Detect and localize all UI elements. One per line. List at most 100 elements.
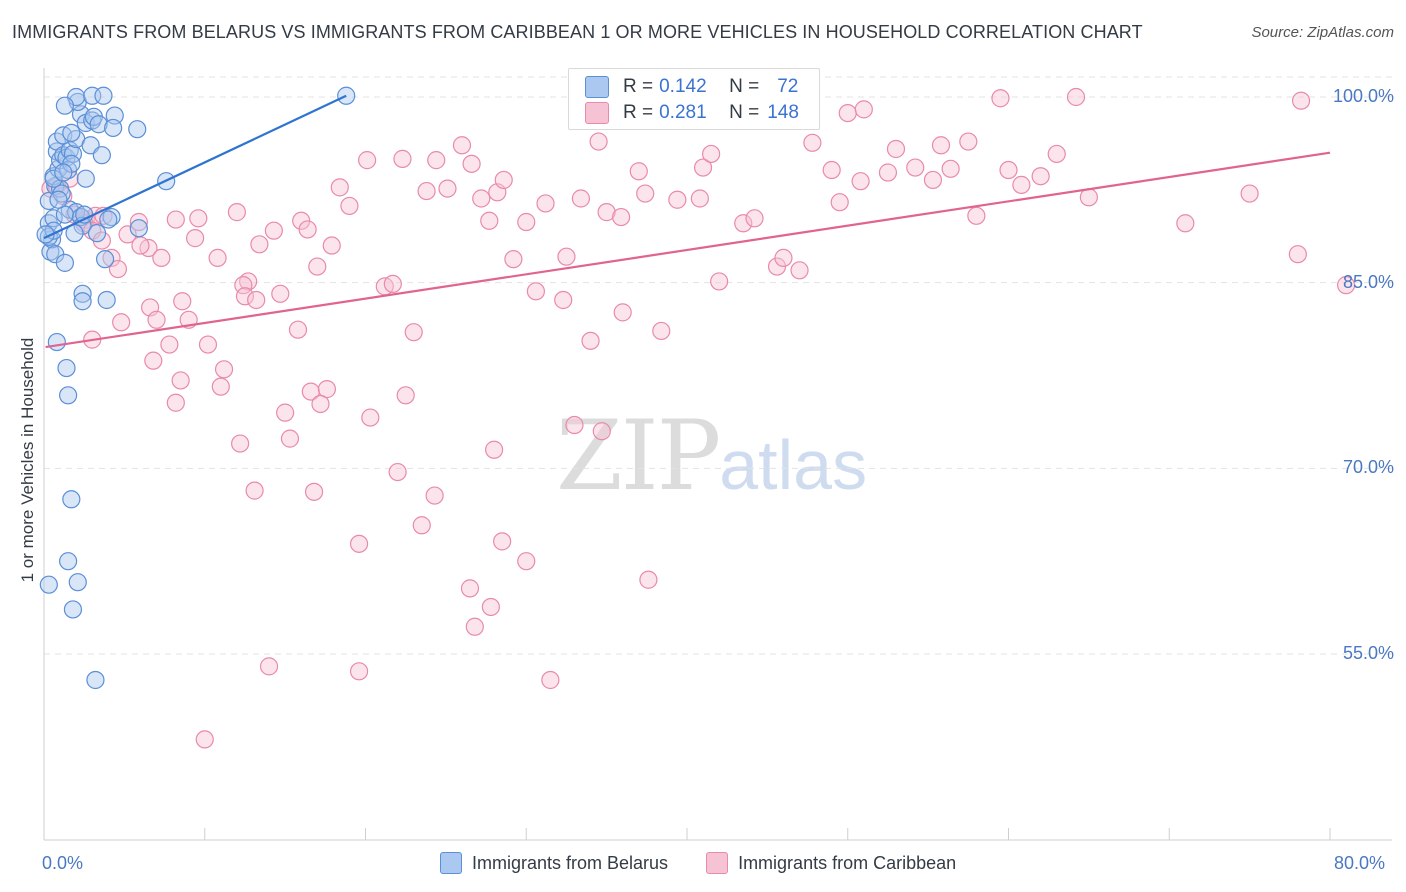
belarus-point — [92, 146, 111, 165]
caribbean-point — [629, 162, 648, 181]
legend-item-caribbean[interactable]: Immigrants from Caribbean — [706, 852, 956, 874]
legend-item-belarus[interactable]: Immigrants from Belarus — [440, 852, 668, 874]
y-tick-label: 70.0% — [1342, 457, 1394, 478]
belarus-point — [39, 575, 58, 594]
caribbean-point — [536, 194, 555, 213]
caribbean-point — [690, 189, 709, 208]
caribbean-point — [427, 151, 446, 170]
caribbean-point — [349, 662, 369, 681]
belarus-points — [36, 86, 356, 690]
belarus-point — [73, 284, 92, 303]
caribbean-point — [231, 434, 250, 453]
caribbean-point — [322, 236, 341, 255]
y-tick-label: 100.0% — [1332, 86, 1394, 106]
r-label: R = — [623, 102, 654, 123]
caribbean-point — [967, 206, 986, 225]
caribbean-point — [108, 259, 128, 279]
caribbean-point — [803, 133, 822, 152]
caribbean-point — [554, 290, 573, 310]
caribbean-point — [931, 136, 951, 155]
caribbean-point — [393, 149, 412, 168]
caribbean-point — [693, 158, 713, 177]
y-tick-label: 55.0% — [1342, 643, 1394, 663]
caribbean-point — [959, 132, 978, 151]
caribbean-point — [438, 179, 457, 198]
caribbean-point — [147, 310, 166, 329]
caribbean-point — [774, 248, 793, 268]
belarus-point — [47, 332, 66, 352]
caribbean-point — [131, 236, 150, 255]
caribbean-point — [1240, 184, 1259, 203]
stats-row-belarus: R = 0.142 N = 72 — [585, 76, 798, 98]
caribbean-point — [1288, 245, 1307, 264]
legend-swatch-caribbean — [706, 852, 729, 874]
belarus-point — [63, 600, 83, 619]
caribbean-point — [186, 229, 205, 248]
caribbean-point — [597, 203, 616, 222]
caribbean-point — [517, 212, 536, 232]
caribbean-point — [460, 579, 480, 598]
caribbean-point — [481, 597, 500, 617]
caribbean-point — [652, 321, 671, 341]
caribbean-point — [247, 290, 266, 310]
y-axis-label: 1 or more Vehicles in Household — [18, 337, 37, 583]
caribbean-point — [1047, 144, 1066, 164]
caribbean-points — [41, 87, 1356, 749]
caribbean-point — [118, 225, 137, 244]
caribbean-point — [361, 408, 380, 427]
belarus-point — [99, 210, 118, 229]
caribbean-point — [298, 220, 317, 239]
caribbean-point — [308, 257, 327, 276]
belarus-point — [59, 552, 78, 571]
belarus-trend-line — [43, 94, 347, 240]
belarus-point — [97, 290, 116, 310]
caribbean-trend-line — [45, 151, 1331, 349]
caribbean-point — [311, 394, 330, 414]
caribbean-point — [480, 211, 499, 230]
caribbean-point — [396, 386, 415, 405]
caribbean-point — [211, 377, 230, 396]
n-label: N = — [729, 102, 760, 123]
caribbean-point — [208, 248, 227, 268]
caribbean-point — [383, 274, 402, 294]
caribbean-point — [668, 190, 687, 209]
caribbean-point — [1079, 188, 1098, 207]
belarus-point — [62, 123, 81, 142]
legend-label-caribbean: Immigrants from Caribbean — [738, 852, 957, 873]
caribbean-point — [565, 415, 584, 435]
caribbean-point — [288, 320, 308, 339]
caribbean-point — [991, 89, 1010, 108]
caribbean-point — [171, 371, 190, 390]
y-tick-label: 85.0% — [1342, 271, 1394, 292]
belarus-point — [68, 573, 87, 592]
caribbean-point — [1012, 175, 1031, 194]
caribbean-point — [250, 235, 269, 254]
belarus-point — [55, 253, 74, 272]
belarus-point — [44, 209, 63, 228]
caribbean-swatch — [585, 102, 609, 124]
belarus-point — [59, 386, 78, 405]
caribbean-point — [280, 429, 300, 448]
grid-lines — [44, 76, 1392, 655]
caribbean-point — [493, 532, 512, 551]
caribbean-point — [173, 292, 192, 311]
watermark-atlas: atlas — [719, 426, 868, 504]
caribbean-point — [485, 440, 504, 459]
caribbean-point — [636, 184, 655, 203]
caribbean-point — [941, 159, 960, 178]
source-label: Source: ZipAtlas.com — [1251, 24, 1394, 41]
caribbean-point — [494, 170, 513, 190]
belarus-n-value: 72 — [777, 76, 799, 97]
caribbean-point — [358, 151, 377, 170]
belarus-r-value: 0.142 — [659, 76, 707, 97]
caribbean-point — [462, 154, 481, 173]
caribbean-point — [541, 670, 560, 690]
caribbean-point — [581, 331, 600, 350]
belarus-point — [104, 118, 123, 138]
caribbean-point — [259, 657, 279, 676]
belarus-point — [73, 292, 92, 311]
caribbean-point — [571, 189, 591, 208]
caribbean-point — [710, 272, 729, 291]
caribbean-point — [144, 351, 163, 370]
caribbean-point — [271, 284, 290, 303]
